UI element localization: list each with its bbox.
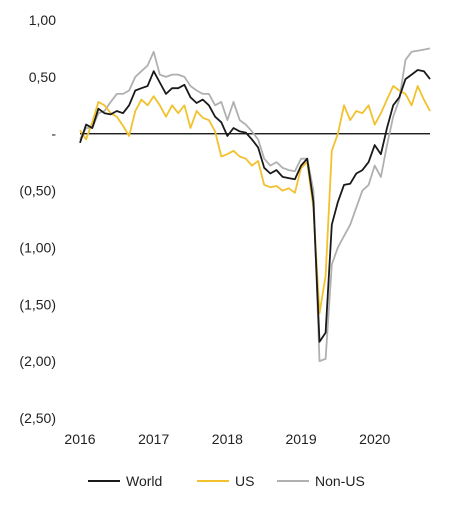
series-line-world <box>79 69 431 343</box>
y-tick-label: (2,50) <box>19 410 56 426</box>
series-lines <box>79 47 431 363</box>
legend-item-non-us: Non-US <box>277 473 365 489</box>
x-tick-label: 2019 <box>285 431 316 447</box>
legend-label-world: World <box>126 473 162 489</box>
legend: World US Non-US <box>88 473 365 489</box>
legend-item-us: US <box>197 473 254 489</box>
y-tick-label: (0,50) <box>19 183 56 199</box>
x-tick-label: 2018 <box>212 431 243 447</box>
y-tick-label: - <box>51 126 56 142</box>
x-tick-label: 2020 <box>359 431 390 447</box>
legend-label-non-us: Non-US <box>315 473 365 489</box>
y-axis-tick-labels: 1,00 0,50 - (0,50) (1,00) (1,50) (2,00) … <box>19 12 56 426</box>
y-tick-label: 0,50 <box>29 69 56 85</box>
series-line-non-us <box>79 47 431 363</box>
y-tick-label: (1,00) <box>19 239 56 255</box>
legend-label-us: US <box>235 473 254 489</box>
y-tick-label: (1,50) <box>19 296 56 312</box>
y-tick-label: 1,00 <box>29 12 56 28</box>
y-tick-label: (2,00) <box>19 353 56 369</box>
x-axis-tick-labels: 2016 2017 2018 2019 2020 <box>64 431 390 447</box>
series-line-us <box>79 85 431 315</box>
legend-item-world: World <box>88 473 162 489</box>
x-tick-label: 2017 <box>138 431 169 447</box>
x-tick-label: 2016 <box>64 431 95 447</box>
